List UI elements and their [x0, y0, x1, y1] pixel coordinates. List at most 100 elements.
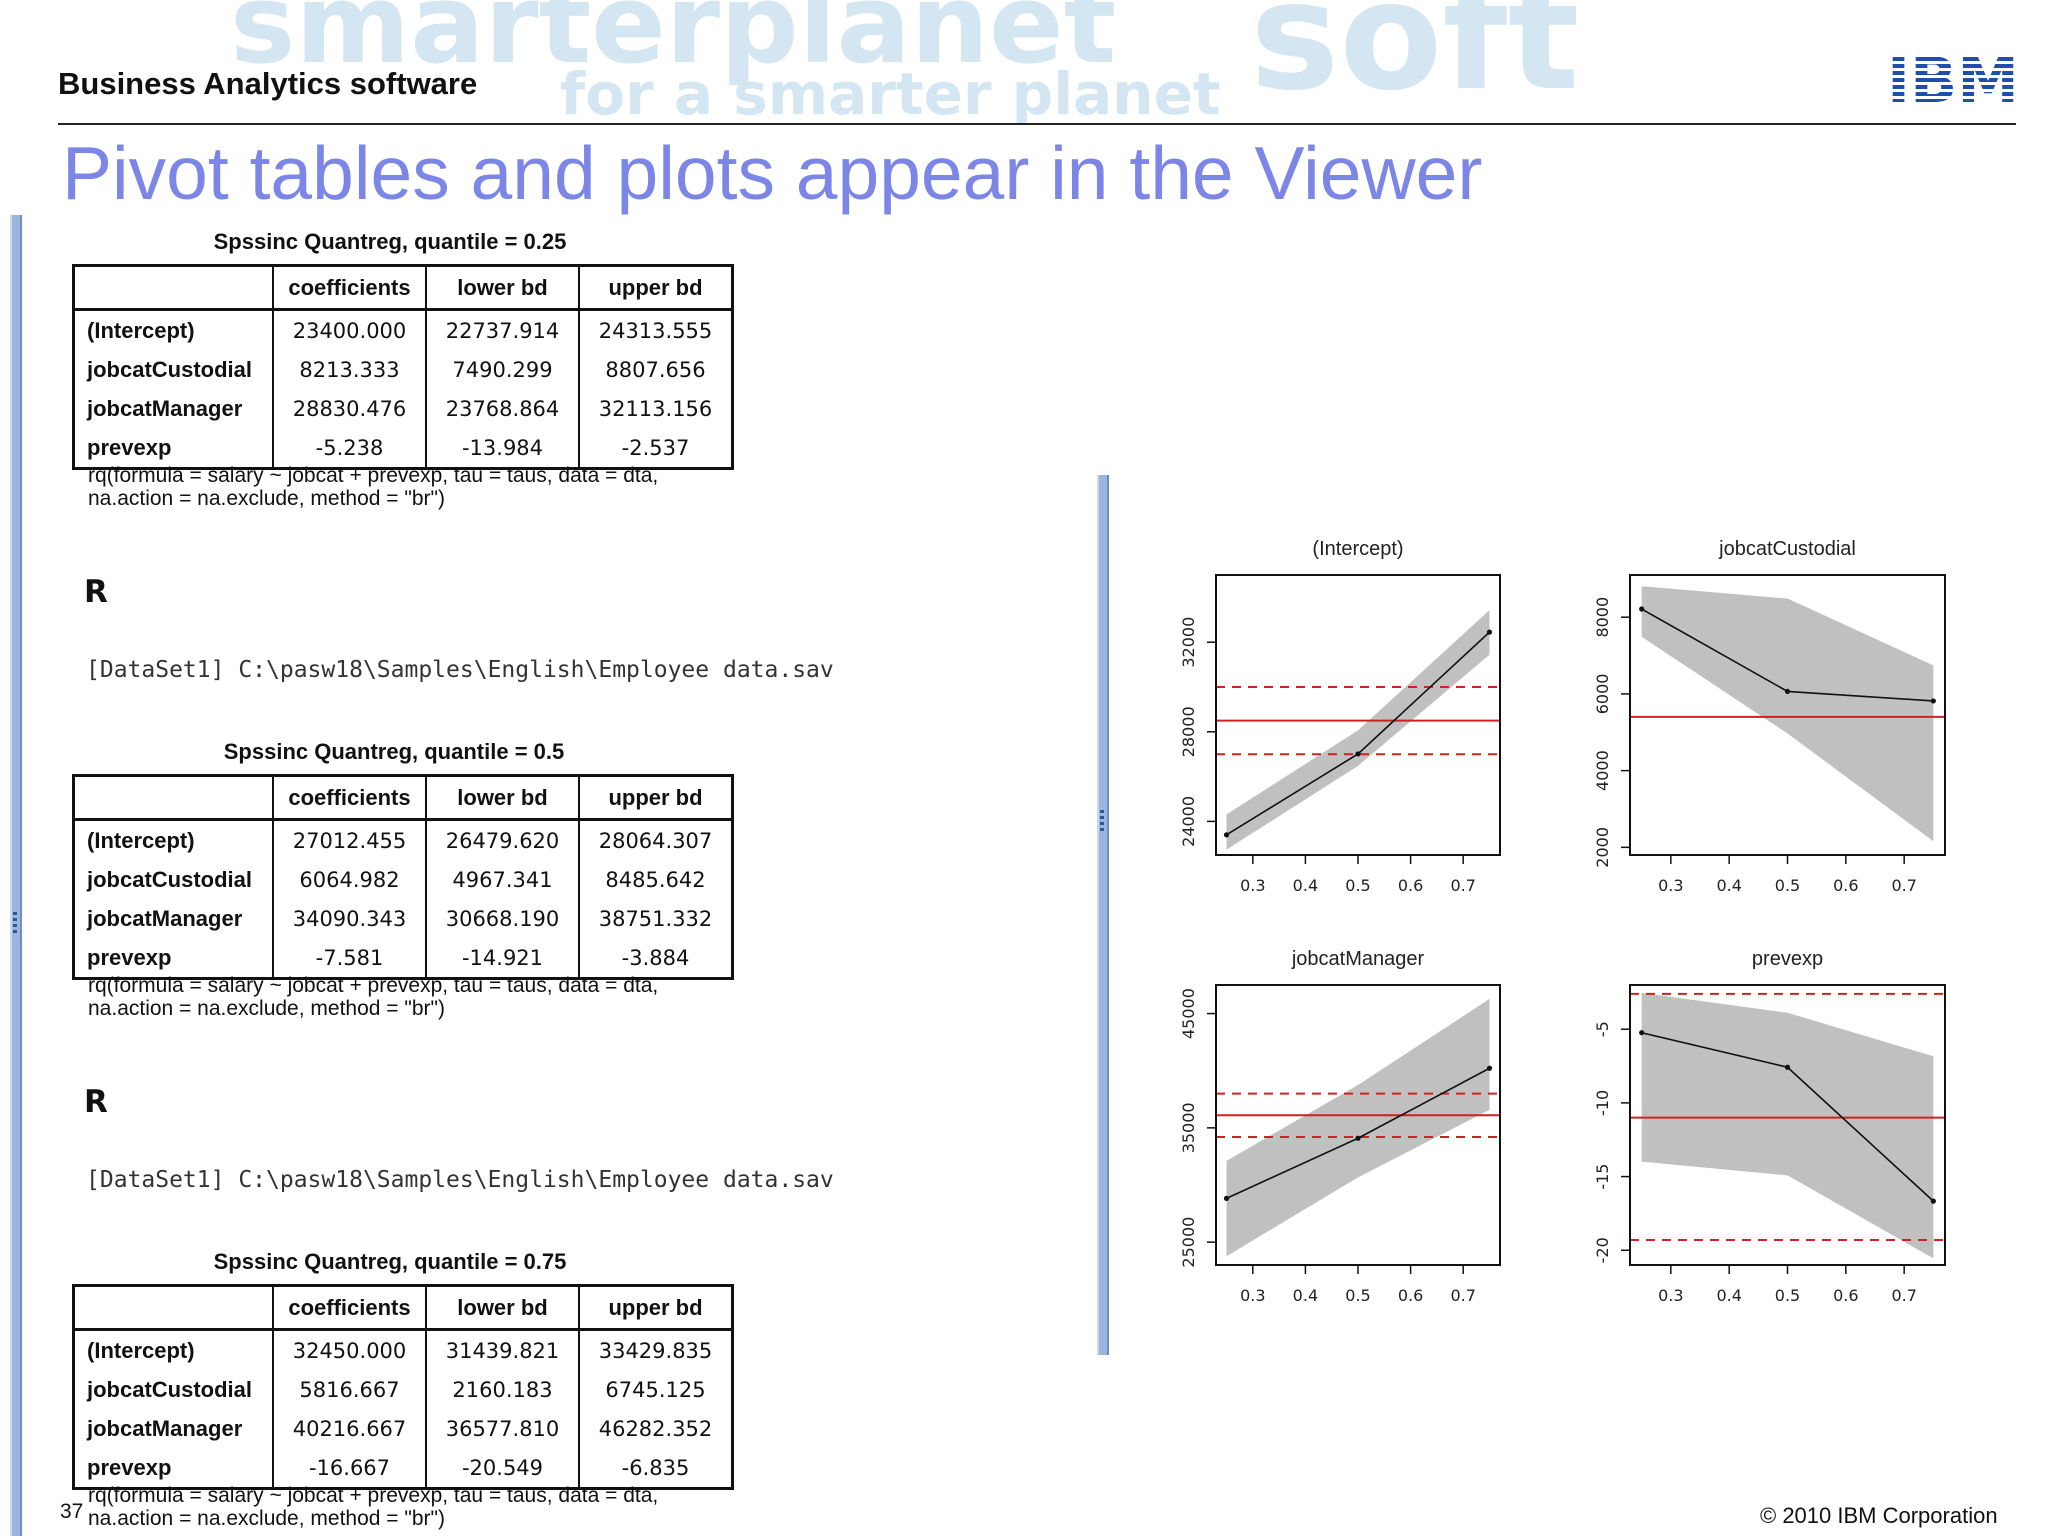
row-label: jobcatCustodial [87, 1376, 253, 1402]
table-cell: -16.667 [272, 1448, 426, 1489]
y-tick-label: 4000 [1593, 750, 1612, 791]
column-header: lower bd [425, 1285, 579, 1331]
x-tick-label: 0.7 [1450, 876, 1475, 895]
pivot-table-1[interactable]: coefficients lower bd upper bd (Intercep… [72, 264, 734, 470]
plot-title: (Intercept) [1312, 538, 1403, 560]
estimate-point [1486, 629, 1493, 635]
estimate-point [1784, 688, 1791, 695]
row-label: jobcatManager [87, 1415, 243, 1441]
column-header: coefficients [272, 775, 426, 821]
x-tick-label: 0.5 [1775, 876, 1800, 895]
corner-cell [73, 1285, 273, 1331]
watermark-planet: planet [720, 0, 1117, 88]
page-number: 37 [60, 1500, 84, 1523]
pivot-table-2-title: Spssinc Quantreg, quantile = 0.5 [223, 739, 565, 764]
table-cell: 2160.183 [425, 1370, 579, 1409]
table-header-row: coefficients lower bd upper bd [73, 1285, 733, 1331]
viewer-left-edge[interactable] [10, 215, 22, 1536]
plot-title: prevexp [1752, 948, 1823, 970]
table-row: jobcatManager 34090.343 30668.190 38751.… [74, 899, 733, 938]
confidence-band [1226, 610, 1490, 850]
confidence-band [1641, 992, 1934, 1259]
estimate-point [1639, 606, 1645, 612]
watermark-tagline: for a smarter planet [560, 60, 1221, 125]
table-cell: 23400.000 [272, 309, 426, 350]
table-cell: -7.581 [272, 938, 426, 979]
watermark-soft: soft [1250, 0, 1580, 124]
y-tick-label: -10 [1593, 1090, 1612, 1116]
estimate-point [1930, 698, 1936, 704]
column-header: coefficients [272, 265, 426, 311]
header-banner: smarter planet for a smarter planet soft [0, 0, 2048, 125]
table-header-row: coefficients lower bd upper bd [73, 775, 733, 821]
column-header: upper bd [578, 265, 733, 311]
table-row: jobcatCustodial 8213.333 7490.299 8807.6… [74, 350, 733, 389]
estimate-point [1355, 751, 1361, 757]
table-cell: 6064.982 [272, 860, 426, 899]
table-cell: 38751.332 [578, 899, 733, 938]
x-tick-label: 0.4 [1716, 876, 1741, 895]
row-label: (Intercept) [87, 1337, 195, 1363]
pivot-table-3[interactable]: coefficients lower bd upper bd (Intercep… [72, 1284, 734, 1490]
row-label: jobcatManager [87, 905, 243, 931]
table-row: jobcatCustodial 5816.667 2160.183 6745.1… [74, 1370, 733, 1409]
column-header: lower bd [425, 265, 579, 311]
x-tick-label: 0.4 [1293, 876, 1318, 895]
confidence-band [1226, 998, 1490, 1257]
estimate-point [1639, 1030, 1645, 1036]
table-cell: 28064.307 [578, 819, 733, 860]
estimate-point [1223, 1195, 1230, 1201]
section-title: Business Analytics software [58, 66, 478, 101]
confidence-band [1641, 586, 1934, 842]
viewer-left-splitter-grip[interactable] [13, 912, 17, 934]
pivot-table-2[interactable]: coefficients lower bd upper bd (Intercep… [72, 774, 734, 980]
y-tick-label: 28000 [1179, 706, 1198, 757]
row-label: prevexp [87, 1454, 172, 1480]
estimate-point [1784, 1064, 1791, 1070]
table-row: prevexp -16.667 -20.549 -6.835 [74, 1448, 733, 1489]
x-tick-label: 0.3 [1240, 876, 1265, 895]
x-tick-label: 0.3 [1658, 1286, 1683, 1305]
table-cell: 22737.914 [425, 309, 579, 350]
viewer-right-pane-edge[interactable] [1097, 475, 1109, 1355]
ibm-logo: IBM [1887, 50, 2019, 106]
table-cell: 46282.352 [578, 1409, 733, 1448]
y-tick-label: 32000 [1179, 617, 1198, 668]
table-cell: 23768.864 [425, 389, 579, 428]
table-cell: 30668.190 [425, 899, 579, 938]
y-tick-label: -5 [1593, 1021, 1612, 1037]
table-row: (Intercept) 23400.000 22737.914 24313.55… [74, 309, 733, 350]
r-output-heading: R [84, 574, 108, 610]
table-footnote-2: rq(formula = salary ~ jobcat + prevexp, … [88, 974, 659, 1020]
table-row: prevexp -7.581 -14.921 -3.884 [74, 938, 733, 979]
row-label: jobcatManager [87, 395, 243, 421]
dataset-line: [DataSet1] C:\pasw18\Samples\English\Emp… [86, 1167, 834, 1193]
quantile-plots[interactable]: (Intercept) 0.3 0.4 0.5 0.6 0.7 24000 28000 3200… [1100, 475, 1960, 1355]
table-row: prevexp -5.238 -13.984 -2.537 [74, 428, 733, 469]
table-cell: 28830.476 [272, 389, 426, 428]
table-cell: 6745.125 [578, 1370, 733, 1409]
estimate-point [1486, 1065, 1493, 1071]
x-tick-label: 0.6 [1398, 876, 1423, 895]
estimate-point [1223, 832, 1230, 838]
table-footnote-3: rq(formula = salary ~ jobcat + prevexp, … [88, 1484, 659, 1530]
table-cell: 8213.333 [272, 350, 426, 389]
pivot-table-3-title: Spssinc Quantreg, quantile = 0.75 [213, 1249, 567, 1274]
table-cell: 36577.810 [425, 1409, 579, 1448]
table-cell: 5816.667 [272, 1370, 426, 1409]
row-label: (Intercept) [87, 317, 195, 343]
y-tick-label: 8000 [1593, 597, 1612, 638]
y-tick-label: 35000 [1179, 1102, 1198, 1153]
table-cell: 32450.000 [272, 1329, 426, 1370]
estimate-point [1930, 1198, 1936, 1204]
y-tick-label: 25000 [1179, 1217, 1198, 1268]
table-cell: 33429.835 [578, 1329, 733, 1370]
x-tick-label: 0.3 [1240, 1286, 1265, 1305]
viewer-right-splitter-grip[interactable] [1100, 810, 1104, 832]
table-cell: -13.984 [425, 428, 579, 469]
column-header: upper bd [578, 1285, 733, 1331]
table-cell: 40216.667 [272, 1409, 426, 1448]
x-tick-label: 0.3 [1658, 876, 1683, 895]
x-tick-label: 0.5 [1775, 1286, 1800, 1305]
corner-cell [73, 265, 273, 311]
